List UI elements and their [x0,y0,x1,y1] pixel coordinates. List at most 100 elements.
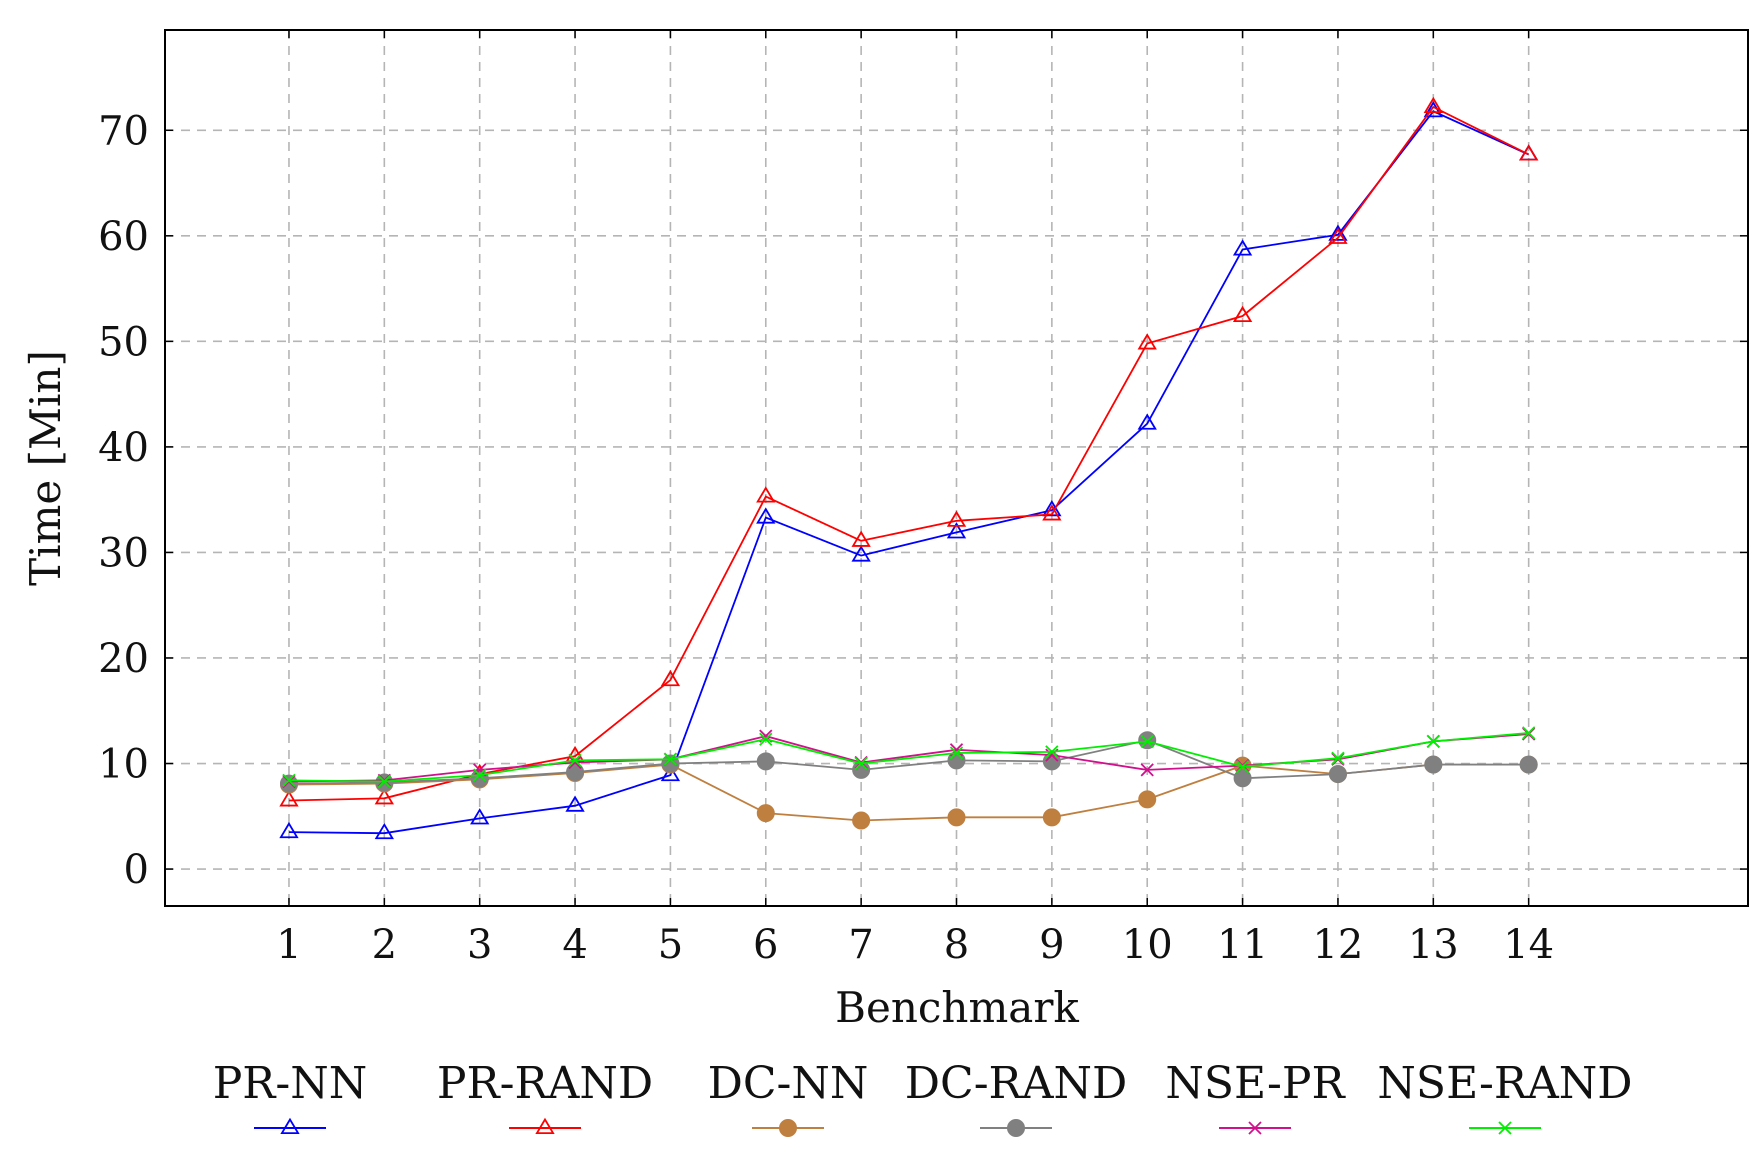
legend-item-pr-rand: PR-RAND [437,1058,653,1134]
x-tick-label: 4 [562,922,587,968]
data-point-dc-rand [1424,755,1443,774]
data-point-nse-rand [1045,745,1059,759]
data-point-nse-rand [282,773,296,788]
x-tick-label: 8 [944,922,969,968]
data-point-pr-nn [1232,239,1253,256]
data-point-pr-rand [660,669,681,687]
series-line-nse-rand [288,732,1529,783]
x-tick-label: 3 [467,922,492,968]
x-axis-label: Benchmark [835,983,1079,1032]
data-point-pr-nn [660,764,681,782]
y-tick-label: 40 [98,425,149,471]
data-point-pr-rand [756,486,776,503]
series-line-dc-rand [288,739,1529,785]
legend-marker-dc-rand [1007,1119,1025,1137]
x-tick-label: 10 [1122,922,1173,968]
data-point-pr-rand [1232,305,1253,323]
data-point-pr-rand [279,790,299,807]
y-tick-label: 0 [124,847,149,893]
series-dc-rand [279,731,1538,793]
y-tick-label: 60 [98,214,149,260]
x-tick-label: 9 [1039,922,1064,968]
series-line-pr-rand [288,105,1530,802]
x-tick-label: 1 [276,922,301,968]
x-tick-label: 14 [1503,922,1554,968]
data-point-dc-nn [947,808,966,827]
legend-item-nse-pr: NSE-PR [1165,1058,1346,1135]
legend-item-pr-nn: PR-NN [213,1058,368,1134]
legend-label-nse-rand: NSE-RAND [1377,1058,1632,1109]
data-point-dc-rand [279,774,298,793]
grid-lines [165,30,1748,906]
data-point-pr-rand [1423,96,1443,114]
y-tick-label: 20 [98,636,149,682]
data-point-pr-nn [946,522,967,539]
data-point-nse-rand [1235,760,1250,774]
data-point-nse-rand [377,774,391,789]
legend-item-nse-rand: NSE-RAND [1377,1058,1633,1135]
data-point-pr-nn [470,808,490,825]
data-point-nse-rand [1331,751,1345,765]
axis-ticks [165,30,1748,906]
data-point-pr-rand [1137,333,1157,350]
series-pr-rand [279,96,1539,807]
series-line-dc-nn [288,763,1529,822]
legend-label-dc-rand: DC-RAND [905,1058,1128,1109]
legend-marker-dc-nn [779,1119,797,1137]
data-point-dc-rand [1519,755,1538,774]
y-tick-label: 50 [98,319,149,365]
data-point-nse-rand [759,732,773,746]
x-tick-label: 7 [848,922,873,968]
legend-label-dc-nn: DC-NN [708,1058,869,1109]
data-point-pr-nn [279,821,299,839]
y-tick-label: 30 [98,530,149,576]
series-dc-nn [279,755,1538,830]
data-point-pr-rand [374,788,394,805]
data-point-pr-rand [946,510,967,527]
data-point-nse-rand [949,746,964,760]
data-point-nse-rand [473,768,487,782]
legend-marker-pr-nn [280,1117,300,1134]
legend-label-pr-nn: PR-NN [213,1058,368,1109]
x-tick-label: 2 [372,922,397,968]
y-tick-label: 10 [98,742,149,788]
legend-label-nse-pr: NSE-PR [1165,1058,1346,1109]
data-point-dc-rand [1233,769,1252,788]
series-layer [279,96,1539,840]
data-point-nse-pr [1140,763,1154,777]
legend-marker-nse-pr [1248,1121,1262,1135]
data-point-nse-pr [568,755,582,770]
series-nse-rand [282,726,1536,789]
data-point-pr-rand [1519,144,1539,161]
data-point-pr-rand [1042,504,1062,521]
x-tick-label: 12 [1312,922,1363,968]
data-point-pr-nn [565,795,585,812]
data-point-pr-nn [1137,413,1157,430]
legend: PR-NN PR-RAND DC-NN DC-RAND NSE-PR NSE-RAND [213,1058,1633,1137]
data-point-pr-nn [374,822,394,840]
data-point-pr-nn [851,545,871,562]
data-point-nse-rand [1140,734,1154,748]
y-tick-label: 70 [98,108,149,154]
data-point-nse-rand [568,753,582,767]
legend-item-dc-rand: DC-RAND [905,1058,1128,1137]
legend-item-dc-nn: DC-NN [708,1058,869,1137]
data-point-dc-nn [1042,808,1061,827]
data-point-nse-rand [1522,726,1536,740]
data-point-nse-rand [1426,734,1440,748]
x-tick-label: 5 [658,922,683,968]
data-point-dc-rand [756,752,775,771]
data-point-pr-nn [756,507,776,524]
data-point-dc-nn [852,811,871,830]
legend-marker-nse-rand [1498,1121,1512,1135]
data-point-dc-rand [470,769,489,788]
data-point-pr-rand [851,530,871,547]
data-point-nse-rand [854,756,868,771]
x-tick-label: 13 [1408,922,1459,968]
series-line-pr-nn [288,110,1530,835]
data-point-dc-rand [1328,765,1347,784]
data-point-dc-nn [756,804,775,823]
y-axis-label: Time [Min] [21,350,70,586]
